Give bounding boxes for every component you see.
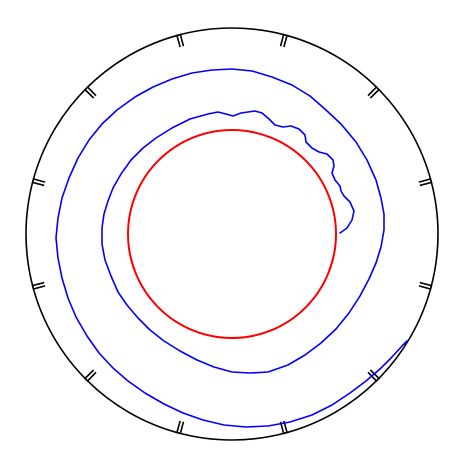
ring-segment bbox=[31, 281, 97, 383]
ring-segment bbox=[83, 369, 185, 435]
ring-segment bbox=[367, 281, 433, 383]
blue-spiral bbox=[55, 68, 408, 428]
red-inner-circle bbox=[127, 129, 337, 339]
ring-segment bbox=[31, 85, 97, 187]
ring-segment bbox=[279, 33, 381, 99]
ring-segment bbox=[175, 420, 289, 441]
ring-segment bbox=[83, 33, 185, 99]
outer-ring bbox=[25, 27, 439, 441]
ring-segment bbox=[418, 177, 439, 291]
ring-segment bbox=[25, 177, 46, 291]
ring-segment bbox=[279, 369, 381, 435]
ring-segment bbox=[367, 85, 433, 187]
ring-segment bbox=[175, 27, 289, 48]
